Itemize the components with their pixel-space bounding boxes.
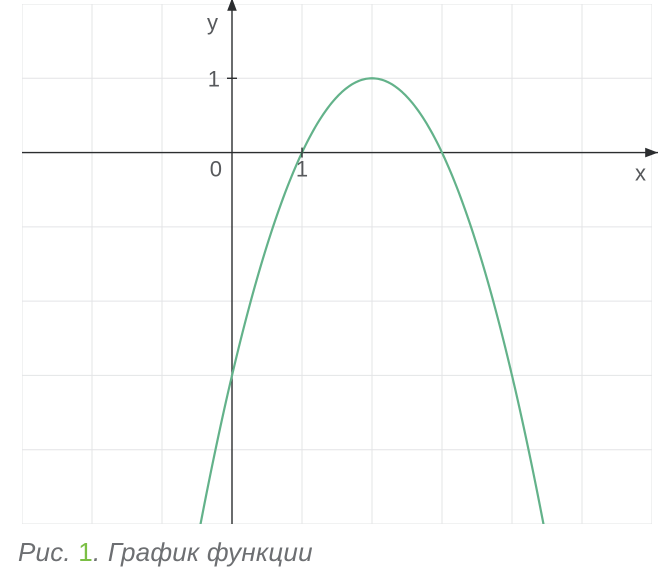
caption-text: График функции (108, 537, 313, 567)
caption-number: 1 (78, 537, 93, 567)
figure-caption: Рис. 1. График функции (18, 537, 313, 568)
svg-text:1: 1 (208, 66, 220, 91)
svg-text:1: 1 (296, 157, 308, 182)
function-plot: y x 0 1 1 (0, 0, 667, 574)
svg-text:0: 0 (210, 157, 222, 182)
caption-prefix: Рис. (18, 537, 71, 567)
chart-container: y x 0 1 1 Рис. 1. График функции (0, 0, 667, 574)
svg-text:x: x (635, 161, 646, 186)
svg-text:y: y (207, 10, 218, 35)
